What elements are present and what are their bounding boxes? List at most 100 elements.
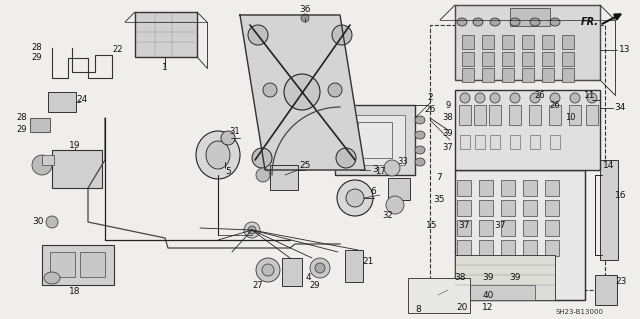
- Bar: [482, 68, 494, 82]
- Ellipse shape: [256, 258, 280, 282]
- Bar: [523, 240, 537, 256]
- Bar: [457, 200, 471, 216]
- Ellipse shape: [386, 196, 404, 214]
- Bar: [522, 68, 534, 82]
- Bar: [482, 35, 494, 49]
- Bar: [474, 105, 486, 125]
- Bar: [459, 105, 471, 125]
- Bar: [529, 105, 541, 125]
- Ellipse shape: [473, 18, 483, 26]
- Bar: [42, 245, 114, 285]
- Ellipse shape: [550, 93, 560, 103]
- Bar: [562, 68, 574, 82]
- Ellipse shape: [530, 93, 540, 103]
- Bar: [545, 220, 559, 236]
- Ellipse shape: [510, 18, 520, 26]
- Bar: [462, 52, 474, 66]
- Bar: [542, 52, 554, 66]
- Text: FR.: FR.: [581, 17, 599, 27]
- Ellipse shape: [328, 83, 342, 97]
- Ellipse shape: [221, 131, 235, 145]
- Text: 27: 27: [253, 280, 263, 290]
- Bar: [595, 275, 617, 305]
- Text: 37: 37: [494, 220, 506, 229]
- Text: 14: 14: [604, 160, 614, 169]
- Text: 39: 39: [509, 272, 521, 281]
- Bar: [501, 180, 515, 196]
- Bar: [455, 90, 600, 170]
- Bar: [502, 52, 514, 66]
- Bar: [502, 35, 514, 49]
- Bar: [542, 68, 554, 82]
- Text: 18: 18: [69, 287, 81, 296]
- Ellipse shape: [570, 93, 580, 103]
- Bar: [523, 220, 537, 236]
- Text: 35: 35: [433, 196, 445, 204]
- Ellipse shape: [301, 14, 309, 22]
- Bar: [510, 135, 520, 149]
- Text: 33: 33: [397, 158, 408, 167]
- Ellipse shape: [460, 93, 470, 103]
- Bar: [462, 35, 474, 49]
- Text: 38: 38: [454, 272, 466, 281]
- Text: 7: 7: [436, 173, 442, 182]
- Ellipse shape: [332, 25, 352, 45]
- Bar: [455, 170, 585, 300]
- Text: 29: 29: [17, 125, 27, 135]
- Ellipse shape: [263, 83, 277, 97]
- Bar: [510, 8, 550, 26]
- Bar: [455, 285, 535, 300]
- Text: 29: 29: [310, 280, 320, 290]
- Text: 24: 24: [76, 95, 88, 105]
- Text: 26: 26: [550, 100, 560, 109]
- Text: 4: 4: [305, 273, 311, 283]
- Bar: [562, 35, 574, 49]
- Text: 6: 6: [370, 188, 376, 197]
- Polygon shape: [240, 15, 365, 170]
- Bar: [80, 252, 105, 277]
- Text: 20: 20: [456, 302, 468, 311]
- Bar: [479, 240, 493, 256]
- Ellipse shape: [415, 158, 425, 166]
- Ellipse shape: [415, 131, 425, 139]
- Text: 8: 8: [415, 306, 421, 315]
- Text: SH23-B13000: SH23-B13000: [556, 309, 604, 315]
- Bar: [489, 105, 501, 125]
- Ellipse shape: [415, 146, 425, 154]
- Bar: [479, 180, 493, 196]
- Text: 10: 10: [564, 114, 575, 122]
- Ellipse shape: [44, 272, 60, 284]
- Ellipse shape: [510, 93, 520, 103]
- Bar: [388, 178, 410, 200]
- Bar: [335, 105, 415, 175]
- Text: 13: 13: [620, 46, 631, 55]
- Bar: [282, 258, 302, 286]
- Text: 23: 23: [615, 278, 627, 286]
- Bar: [358, 122, 392, 158]
- Text: 12: 12: [483, 302, 493, 311]
- Bar: [550, 135, 560, 149]
- Ellipse shape: [475, 93, 485, 103]
- Text: 34: 34: [614, 103, 626, 113]
- Ellipse shape: [490, 93, 500, 103]
- Ellipse shape: [384, 160, 400, 176]
- Ellipse shape: [530, 18, 540, 26]
- Bar: [545, 200, 559, 216]
- Text: 21: 21: [362, 257, 374, 266]
- Bar: [501, 220, 515, 236]
- Bar: [455, 5, 600, 80]
- Bar: [569, 105, 581, 125]
- Text: 22: 22: [113, 46, 124, 55]
- Ellipse shape: [550, 18, 560, 26]
- Text: 39: 39: [443, 129, 453, 137]
- Ellipse shape: [346, 189, 364, 207]
- Text: 3: 3: [372, 166, 378, 174]
- Ellipse shape: [244, 222, 260, 238]
- Bar: [475, 135, 485, 149]
- Text: 29: 29: [32, 54, 42, 63]
- Bar: [479, 200, 493, 216]
- Ellipse shape: [315, 263, 325, 273]
- Bar: [455, 170, 585, 300]
- Bar: [549, 105, 561, 125]
- Bar: [562, 52, 574, 66]
